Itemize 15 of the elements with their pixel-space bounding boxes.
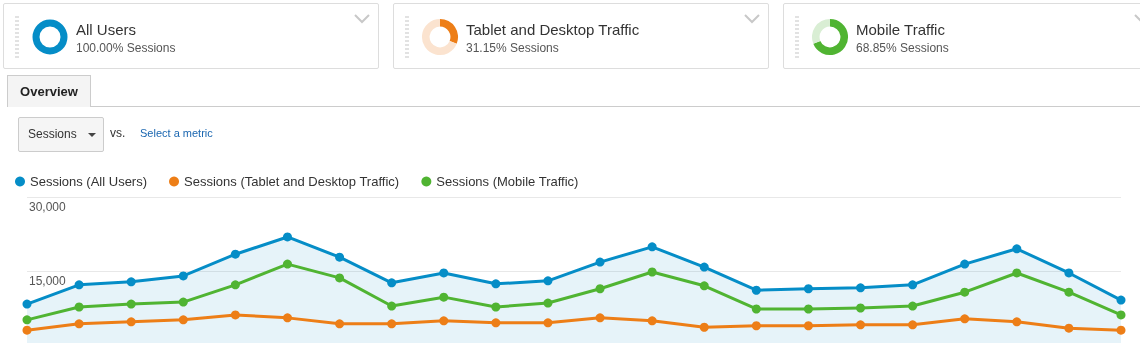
legend-label: Sessions (Tablet and Desktop Traffic) [184,174,400,189]
text: Mobile Traffic [856,21,945,38]
text: All Users [76,21,137,38]
text: 100.00% Sessions [76,41,176,55]
y-tick-label: 30,000 [29,200,67,214]
text: Tablet and Desktop Traffic [466,21,640,38]
text: Overview [7,75,91,107]
text: Select a metric [140,127,213,139]
y-tick-label: 15,000 [29,274,67,288]
text: Sessions [18,117,104,152]
legend-label: Sessions (All Users) [30,174,148,189]
text: 68.85% Sessions [856,41,949,55]
text: 31.15% Sessions [466,41,559,55]
legend-label: Sessions (Mobile Traffic) [436,174,579,189]
text: vs. [110,126,126,140]
